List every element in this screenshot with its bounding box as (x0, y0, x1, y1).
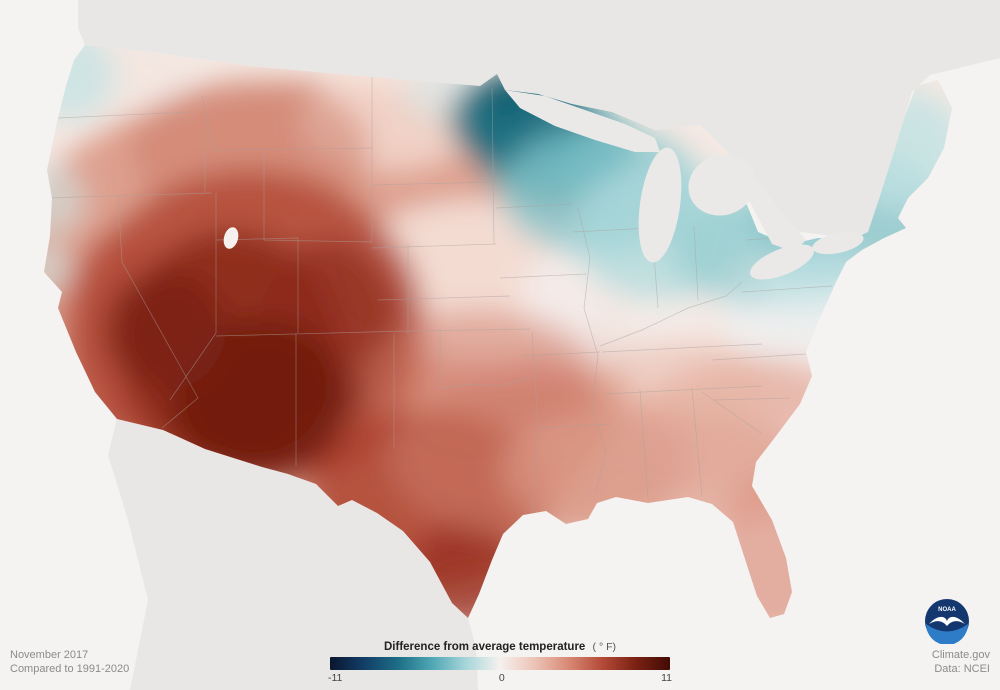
tick-max: 11 (661, 672, 672, 684)
great-lakes (505, 90, 864, 280)
tick-min: -11 (328, 672, 343, 684)
colorbar-ticks: -11 0 11 (328, 672, 672, 684)
noaa-logo-icon: NOAA (925, 599, 969, 645)
credit-data: Data: NCEI (934, 663, 990, 675)
map-baseline: Compared to 1991-2020 (10, 663, 130, 675)
canada-landmass (78, 0, 1000, 238)
map-caption: November 2017 Compared to 1991-2020 (10, 648, 129, 676)
lake-superior (505, 90, 660, 152)
legend-title-text: Difference from average temperature (384, 641, 586, 653)
tick-zero: 0 (498, 672, 505, 684)
legend-unit: ( ° F) (592, 641, 616, 653)
colorbar (330, 657, 670, 670)
legend-title: Difference from average temperature ( ° … (384, 641, 616, 653)
mexico-landmass (108, 419, 478, 690)
lake-michigan (638, 147, 682, 263)
noaa-logo-text: NOAA (938, 607, 956, 613)
great-salt-lake (223, 227, 239, 249)
state-borders (44, 70, 837, 513)
map-period: November 2017 (10, 649, 89, 661)
credit-source: Climate.gov (931, 649, 990, 661)
noaa-logo: NOAA (924, 598, 970, 645)
ontario-peninsula (728, 158, 806, 252)
credits: Climate.gov Data: NCEI (932, 648, 990, 676)
lake-erie (750, 244, 814, 280)
legend: Difference from average temperature ( ° … (0, 641, 1000, 684)
lake-ontario (812, 231, 864, 255)
